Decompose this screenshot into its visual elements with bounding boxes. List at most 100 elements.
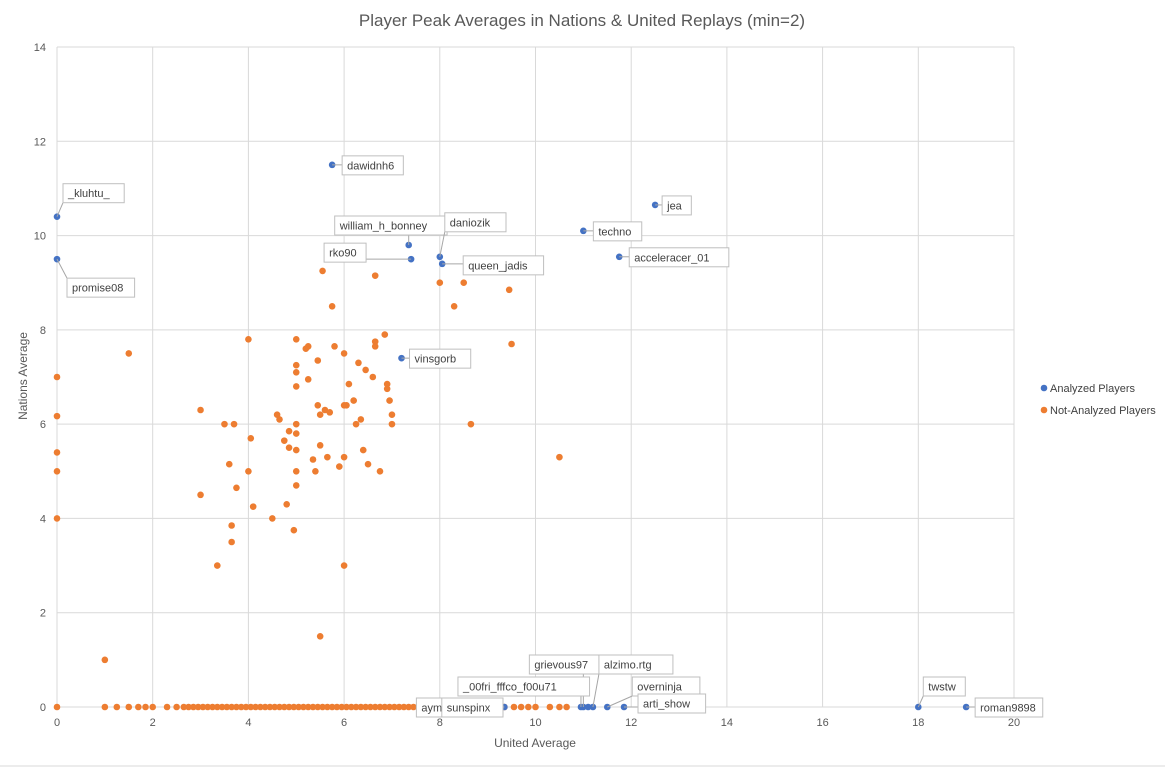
data-point-not-analyzed xyxy=(563,703,570,711)
data-point-not-analyzed xyxy=(386,703,393,711)
point-label: grievous97 xyxy=(534,660,588,672)
data-point-not-analyzed xyxy=(371,338,379,345)
data-point-not-analyzed xyxy=(316,411,324,419)
data-point-not-analyzed xyxy=(460,279,468,287)
data-point-not-analyzed xyxy=(364,460,372,468)
data-point-not-analyzed xyxy=(436,279,444,287)
data-point-not-analyzed xyxy=(324,703,331,711)
data-point-not-analyzed xyxy=(280,703,288,711)
data-point-not-analyzed xyxy=(266,703,274,711)
point-label-box xyxy=(341,155,404,176)
data-point-not-analyzed xyxy=(225,460,233,468)
x-tick-label: 6 xyxy=(341,717,347,729)
data-point-not-analyzed xyxy=(556,453,563,461)
y-tick-label: 6 xyxy=(40,419,46,431)
point-label-box xyxy=(637,693,707,714)
data-point-not-analyzed xyxy=(213,703,221,711)
data-point-not-analyzed xyxy=(319,703,326,711)
data-point-not-analyzed xyxy=(185,703,192,711)
data-point-not-analyzed xyxy=(292,467,300,475)
point-label-box xyxy=(444,212,507,233)
legend-marker-analyzed xyxy=(1040,384,1048,392)
data-point-not-analyzed xyxy=(197,491,204,499)
data-point-not-analyzed xyxy=(508,340,515,348)
data-point-not-analyzed xyxy=(371,343,379,350)
data-point-not-analyzed xyxy=(252,703,259,711)
data-point-not-analyzed xyxy=(319,267,326,275)
x-tick-label: 14 xyxy=(721,717,733,729)
point-label-box xyxy=(922,676,966,697)
data-point-not-analyzed xyxy=(53,373,61,381)
data-point-not-analyzed xyxy=(324,453,331,461)
data-point-not-analyzed xyxy=(333,703,341,711)
data-point-not-analyzed xyxy=(290,526,298,534)
data-point-not-analyzed xyxy=(395,703,403,711)
data-point-not-analyzed xyxy=(546,703,554,711)
point-label: queen_jadis xyxy=(468,260,528,272)
point-label: roman9898 xyxy=(980,703,1036,715)
data-point-not-analyzed xyxy=(53,412,61,420)
data-point-not-analyzed xyxy=(316,632,324,640)
legend: Analyzed Players Not-Analyzed Players xyxy=(1040,383,1156,417)
y-tick-label: 2 xyxy=(40,608,46,620)
data-point-not-analyzed xyxy=(304,376,312,383)
data-point-not-analyzed xyxy=(338,703,346,711)
data-point-not-analyzed xyxy=(280,437,288,444)
data-point-not-analyzed xyxy=(135,703,142,711)
data-point-not-analyzed xyxy=(242,703,250,711)
data-point-not-analyzed xyxy=(316,442,324,449)
data-point-not-analyzed xyxy=(532,703,539,711)
data-point-not-analyzed xyxy=(269,515,276,522)
data-point-not-analyzed xyxy=(53,467,61,475)
data-point-not-analyzed xyxy=(292,482,300,489)
data-point-not-analyzed xyxy=(304,343,312,350)
data-point-not-analyzed xyxy=(381,331,389,338)
data-point-not-analyzed xyxy=(391,703,398,711)
data-point-not-analyzed xyxy=(190,703,197,711)
data-point-not-analyzed xyxy=(388,411,396,419)
point-label: sunspinx xyxy=(447,703,491,715)
data-point-not-analyzed xyxy=(371,272,379,279)
data-point-not-analyzed xyxy=(271,703,279,711)
data-point-not-analyzed xyxy=(376,703,384,711)
y-tick-label: 8 xyxy=(40,325,46,337)
point-label: william_h_bonney xyxy=(339,221,428,233)
point-label-box xyxy=(598,654,674,675)
data-point-not-analyzed xyxy=(347,703,355,711)
x-tick-label: 8 xyxy=(437,717,443,729)
data-point-not-analyzed xyxy=(197,406,204,414)
data-point-not-analyzed xyxy=(125,350,133,357)
data-point-not-analyzed xyxy=(245,467,252,475)
point-label: arti_show xyxy=(643,699,690,711)
data-point-not-analyzed xyxy=(285,427,293,435)
data-point-not-analyzed xyxy=(199,703,207,711)
x-tick-label: 20 xyxy=(1008,717,1020,729)
data-point-not-analyzed xyxy=(276,416,283,423)
data-point-not-analyzed xyxy=(510,703,518,711)
data-point-not-analyzed xyxy=(276,703,283,711)
data-point-not-analyzed xyxy=(221,420,228,428)
y-tick-label: 10 xyxy=(34,231,46,243)
data-point-not-analyzed xyxy=(53,703,61,711)
data-point-not-analyzed xyxy=(505,286,513,294)
data-point-not-analyzed xyxy=(362,366,369,374)
point-label: alzimo.rtg xyxy=(604,660,652,672)
data-point-not-analyzed xyxy=(53,515,61,522)
point-label-box xyxy=(592,221,643,242)
data-point-not-analyzed xyxy=(326,409,334,416)
data-point-not-analyzed xyxy=(283,500,290,508)
point-label: acceleracer_01 xyxy=(634,252,709,264)
data-point-not-analyzed xyxy=(213,562,221,569)
label-leader-line xyxy=(56,202,64,217)
point-label-box xyxy=(409,348,472,369)
data-point-not-analyzed xyxy=(525,703,532,711)
data-point-not-analyzed xyxy=(314,401,322,409)
data-point-not-analyzed xyxy=(233,703,240,711)
data-point-not-analyzed xyxy=(383,385,391,393)
point-label-box xyxy=(661,195,692,216)
legend-label-not-analyzed: Not-Analyzed Players xyxy=(1050,405,1156,417)
data-point-not-analyzed xyxy=(194,703,202,711)
data-point-not-analyzed xyxy=(209,703,216,711)
data-point-not-analyzed xyxy=(309,456,317,463)
data-point-not-analyzed xyxy=(340,562,348,569)
